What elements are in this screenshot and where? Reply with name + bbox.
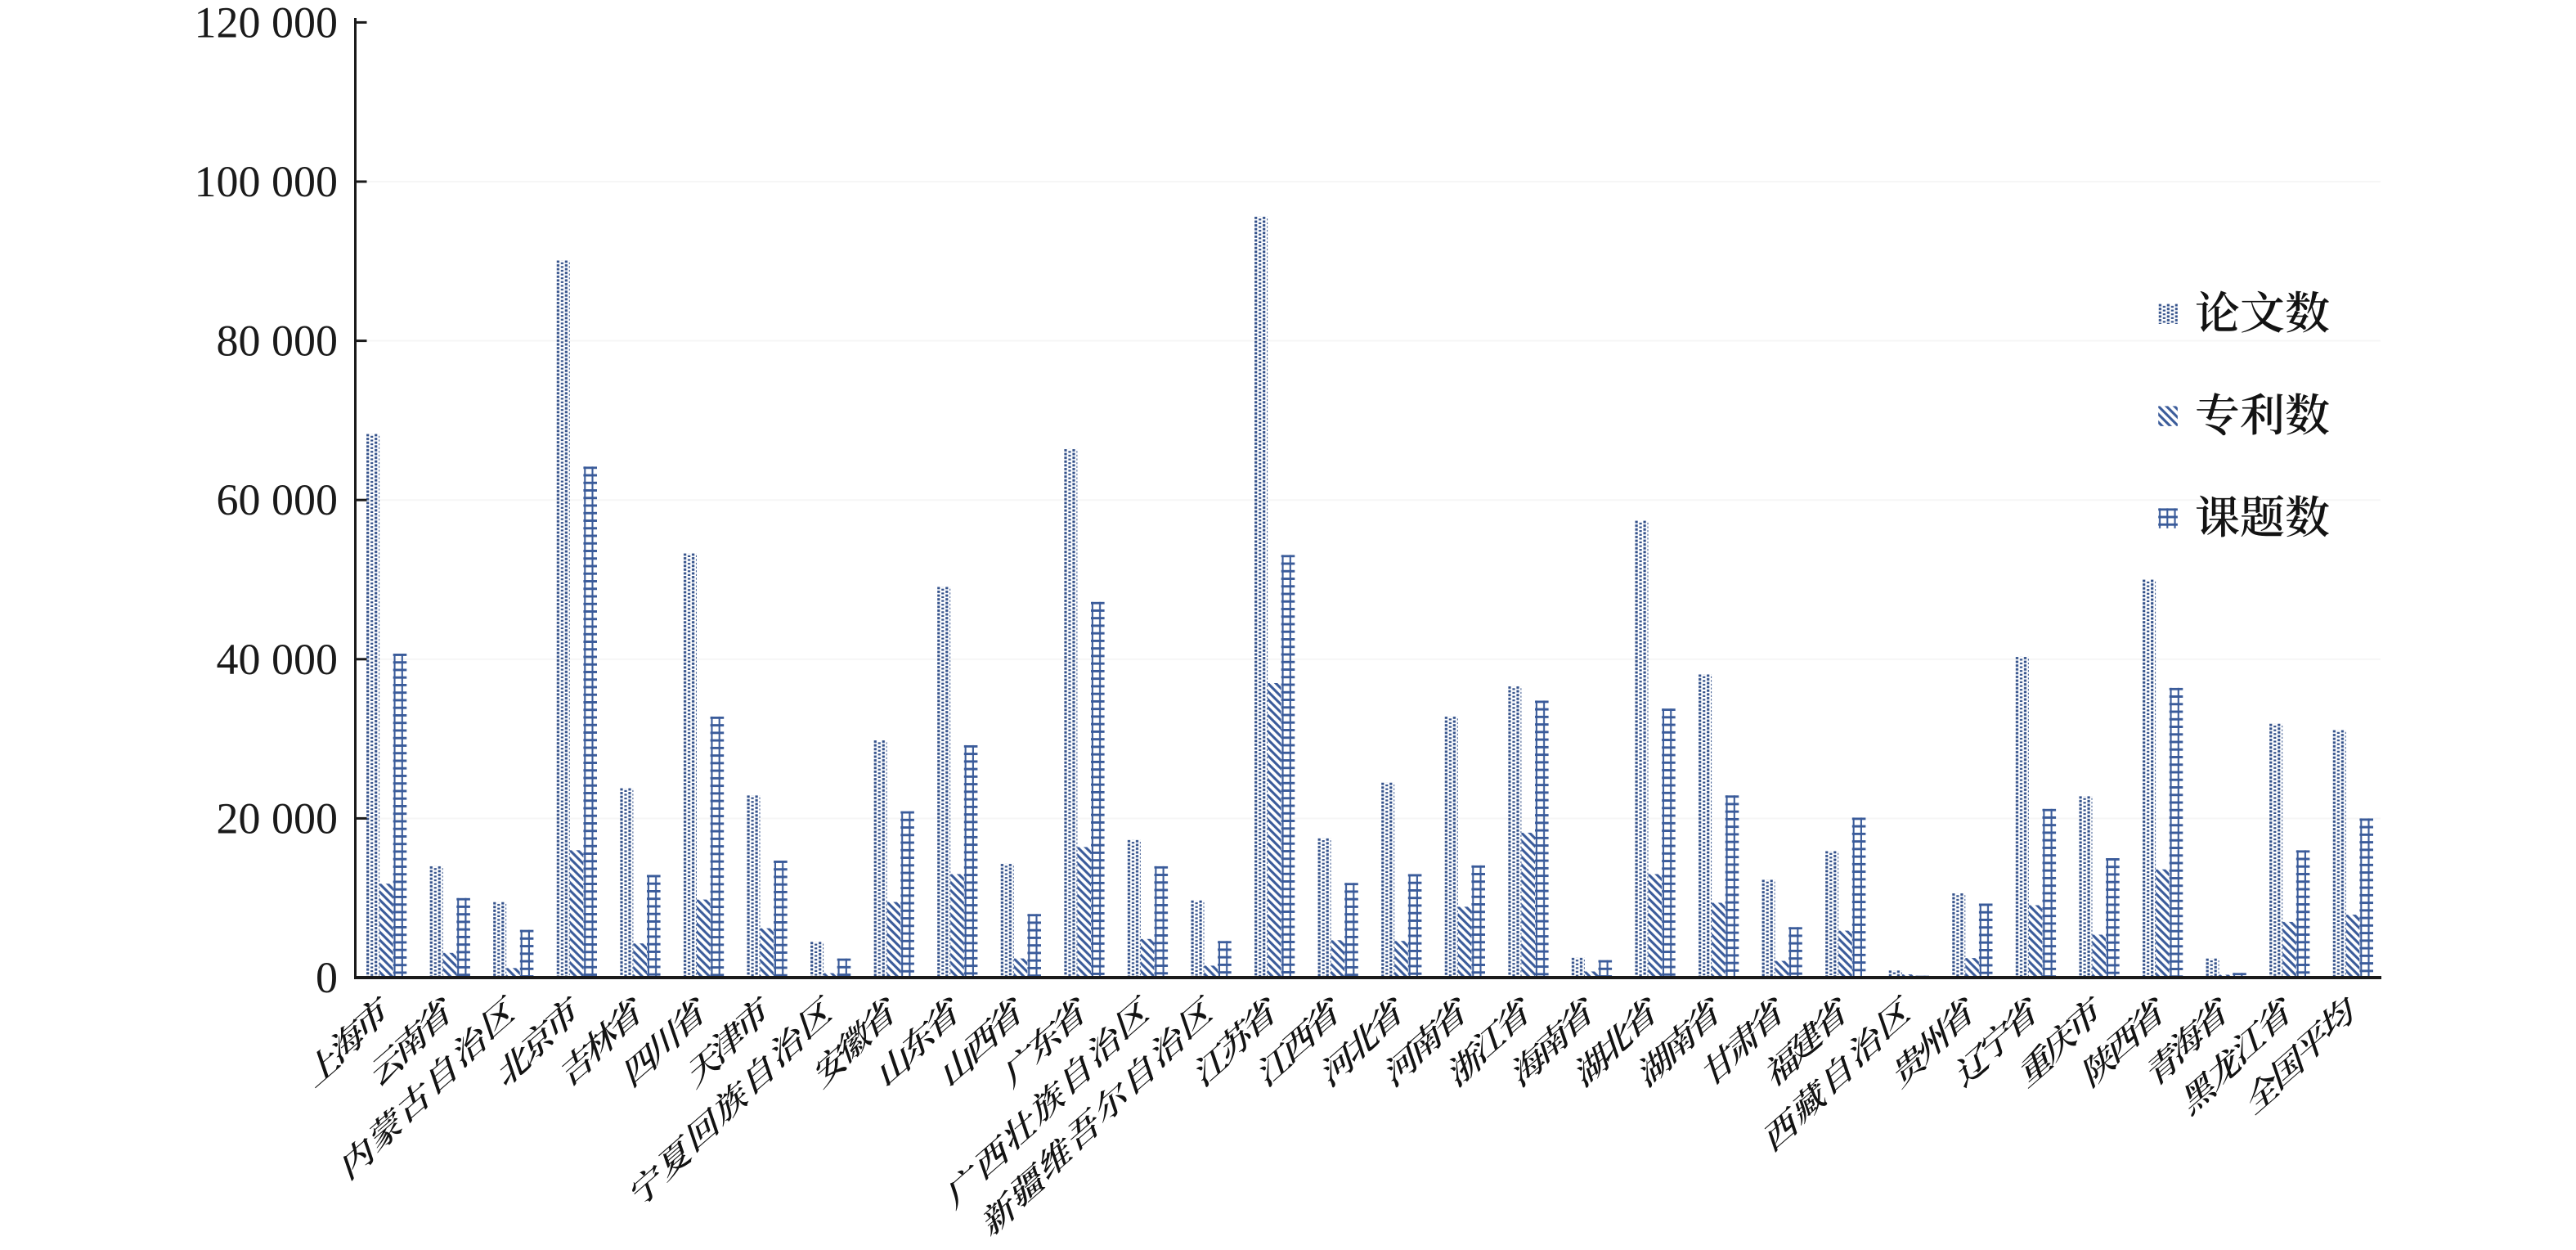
svg-text:40 000: 40 000 [217, 635, 339, 684]
svg-text:60 000: 60 000 [217, 475, 339, 524]
svg-text:20 000: 20 000 [217, 794, 339, 843]
svg-text:0: 0 [316, 953, 338, 1002]
svg-text:100 000: 100 000 [195, 157, 339, 206]
svg-text:80 000: 80 000 [217, 317, 339, 366]
svg-text:120 000: 120 000 [195, 0, 339, 47]
